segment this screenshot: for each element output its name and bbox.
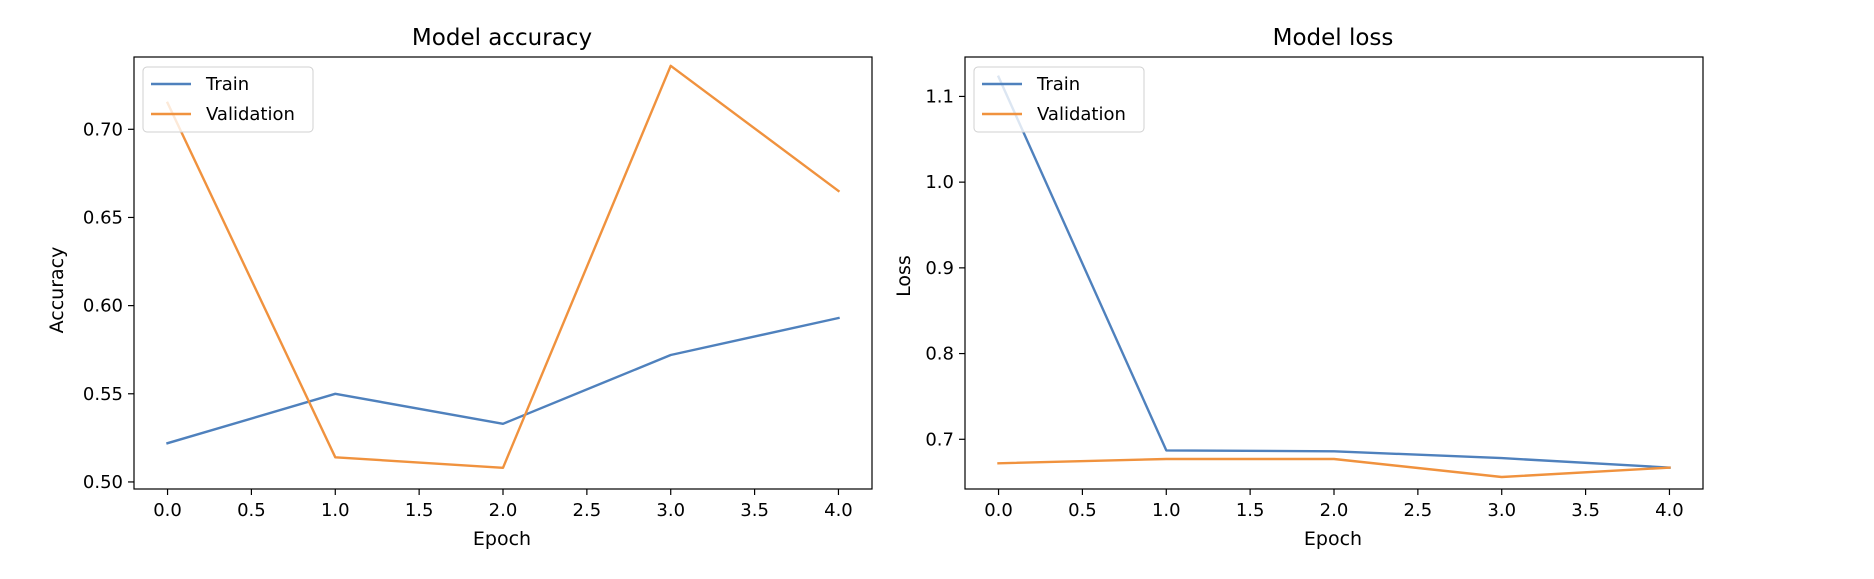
- y-axis-label: Accuracy: [46, 247, 68, 334]
- y-tick-label: 0.9: [925, 258, 954, 279]
- x-tick-label: 1.5: [1236, 500, 1265, 521]
- y-tick-label: 1.0: [925, 172, 954, 193]
- x-tick-label: 1.0: [1152, 500, 1181, 521]
- x-tick-label: 4.0: [824, 500, 853, 521]
- x-axis-label: Epoch: [1304, 528, 1362, 550]
- plot-frame: [133, 56, 873, 490]
- y-tick-label: 0.65: [83, 207, 123, 228]
- series-line-validation: [997, 457, 1671, 479]
- y-tick-label: 0.7: [925, 429, 954, 450]
- x-tick-label: 2.5: [1404, 500, 1433, 521]
- series-line-train: [166, 316, 840, 445]
- legend: Train Validation: [142, 66, 314, 133]
- series-lines: [165, 64, 841, 469]
- series-line-train: [996, 75, 1671, 469]
- legend-label-validation: Validation: [206, 104, 295, 125]
- y-tick-label: 0.50: [83, 472, 123, 493]
- plot-frame: [964, 56, 1704, 490]
- x-tick-label: 1.0: [321, 500, 350, 521]
- x-tick-label: 3.5: [1571, 500, 1600, 521]
- x-tick-label: 3.0: [1487, 500, 1516, 521]
- ticks: 0.0 0.5 1.0 1.5 2.0 2.5 3.0 3.5 4.0 0.7 0.8 0.9 1.0 1…: [925, 86, 1683, 521]
- y-tick-label: 1.1: [925, 86, 954, 107]
- ticks: 0.0 0.5 1.0 1.5 2.0 2.5 3.0 3.5 4.0 0.50 0.55 0.60 0…: [83, 119, 853, 521]
- loss-chart: Model loss Epoch Loss 0.0 0.5 1.0 1.5 2.0 2.5…: [893, 25, 1704, 550]
- chart-title: Model accuracy: [412, 25, 592, 51]
- x-tick-label: 1.5: [405, 500, 434, 521]
- y-tick-label: 0.70: [83, 119, 123, 140]
- legend-label-validation: Validation: [1037, 104, 1126, 125]
- legend-label-train: Train: [205, 74, 249, 95]
- x-axis-label: Epoch: [473, 528, 531, 550]
- x-tick-label: 2.0: [489, 500, 518, 521]
- y-axis-label: Loss: [893, 255, 915, 297]
- x-tick-label: 0.0: [153, 500, 182, 521]
- x-tick-label: 2.0: [1320, 500, 1349, 521]
- legend-label-train: Train: [1036, 74, 1080, 95]
- x-tick-label: 3.0: [656, 500, 685, 521]
- accuracy-chart: Model accuracy Epoch Accuracy 0.0 0.5 1.0 1…: [46, 25, 873, 550]
- legend: Train Validation: [973, 66, 1145, 133]
- y-tick-label: 0.55: [83, 384, 123, 405]
- x-tick-label: 0.5: [1068, 500, 1097, 521]
- chart-title: Model loss: [1273, 25, 1394, 51]
- x-tick-label: 0.5: [237, 500, 266, 521]
- series-lines: [996, 75, 1671, 479]
- series-line-validation: [165, 64, 841, 469]
- x-tick-label: 2.5: [573, 500, 602, 521]
- y-tick-label: 0.8: [925, 344, 954, 365]
- y-tick-label: 0.60: [83, 296, 123, 317]
- x-tick-label: 4.0: [1655, 500, 1684, 521]
- x-tick-label: 3.5: [740, 500, 769, 521]
- x-tick-label: 0.0: [984, 500, 1013, 521]
